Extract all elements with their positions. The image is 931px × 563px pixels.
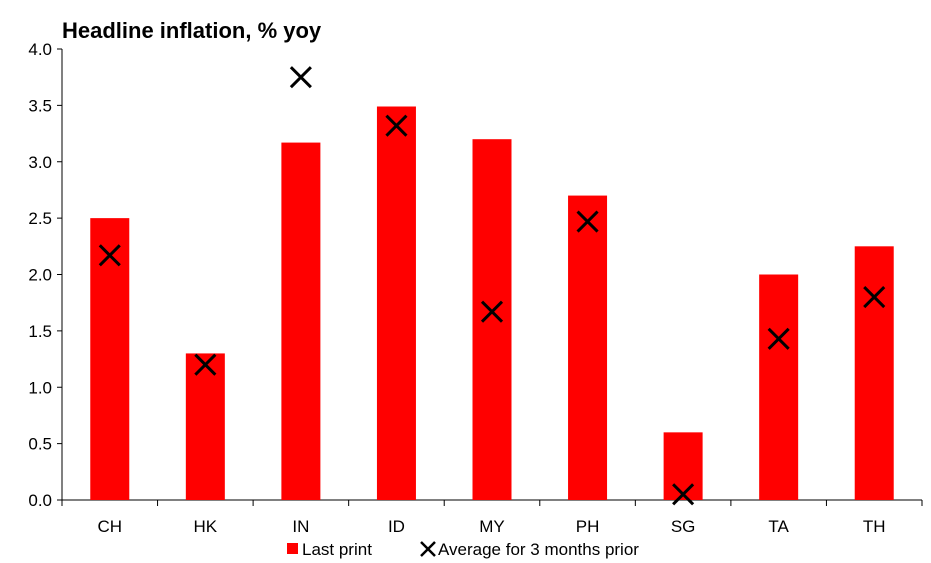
bar-th xyxy=(854,246,894,500)
legend-label-last-print: Last print xyxy=(302,540,372,559)
marker-in xyxy=(289,66,312,89)
x-tick-label: SG xyxy=(671,517,696,536)
legend-swatch-average-icon xyxy=(420,541,436,557)
x-tick-label: TH xyxy=(863,517,886,536)
marker-ph xyxy=(576,210,599,233)
markers xyxy=(98,66,886,506)
bar-hk xyxy=(185,353,225,500)
bar-my xyxy=(472,139,512,500)
y-tick-label: 1.0 xyxy=(28,378,52,397)
marker-id xyxy=(385,114,408,137)
x-tick-label: CH xyxy=(97,517,122,536)
marker-my xyxy=(480,300,504,323)
bar-ch xyxy=(90,218,130,500)
marker-ta xyxy=(767,327,790,350)
x-tick-label: PH xyxy=(576,517,600,536)
x-tick-label: HK xyxy=(194,517,218,536)
x-tick-label: TA xyxy=(768,517,789,536)
legend-swatch-last-print xyxy=(287,543,298,554)
y-ticks: 0.0 0.5 1.0 1.5 2.0 2.5 3.0 3.5 4.0 xyxy=(28,40,62,510)
y-tick-label: 4.0 xyxy=(28,40,52,59)
legend: Last print Average for 3 months prior xyxy=(287,540,639,559)
bar-ta xyxy=(759,274,799,500)
y-tick-label: 1.5 xyxy=(28,322,52,341)
y-tick-label: 0.0 xyxy=(28,491,52,510)
y-tick-label: 0.5 xyxy=(28,435,52,454)
marker-sg xyxy=(672,483,695,506)
marker-ch xyxy=(98,244,121,267)
y-tick-label: 2.0 xyxy=(28,266,52,285)
x-tick-label: ID xyxy=(388,517,405,536)
bar-in xyxy=(281,142,321,500)
chart-title: Headline inflation, % yoy xyxy=(62,18,322,43)
bar-sg xyxy=(663,432,703,500)
legend-label-average: Average for 3 months prior xyxy=(438,540,639,559)
bars xyxy=(90,106,894,500)
marker-th xyxy=(863,285,886,309)
x-ticks: CH HK IN ID MY PH SG TA TH xyxy=(61,500,923,536)
x-tick-label: IN xyxy=(292,517,309,536)
y-tick-label: 3.0 xyxy=(28,153,52,172)
y-tick-label: 3.5 xyxy=(28,96,52,115)
y-tick-label: 2.5 xyxy=(28,209,52,228)
marker-hk xyxy=(194,353,217,376)
bar-id xyxy=(376,106,416,500)
bar-ph xyxy=(568,195,608,500)
x-tick-label: MY xyxy=(479,517,505,536)
